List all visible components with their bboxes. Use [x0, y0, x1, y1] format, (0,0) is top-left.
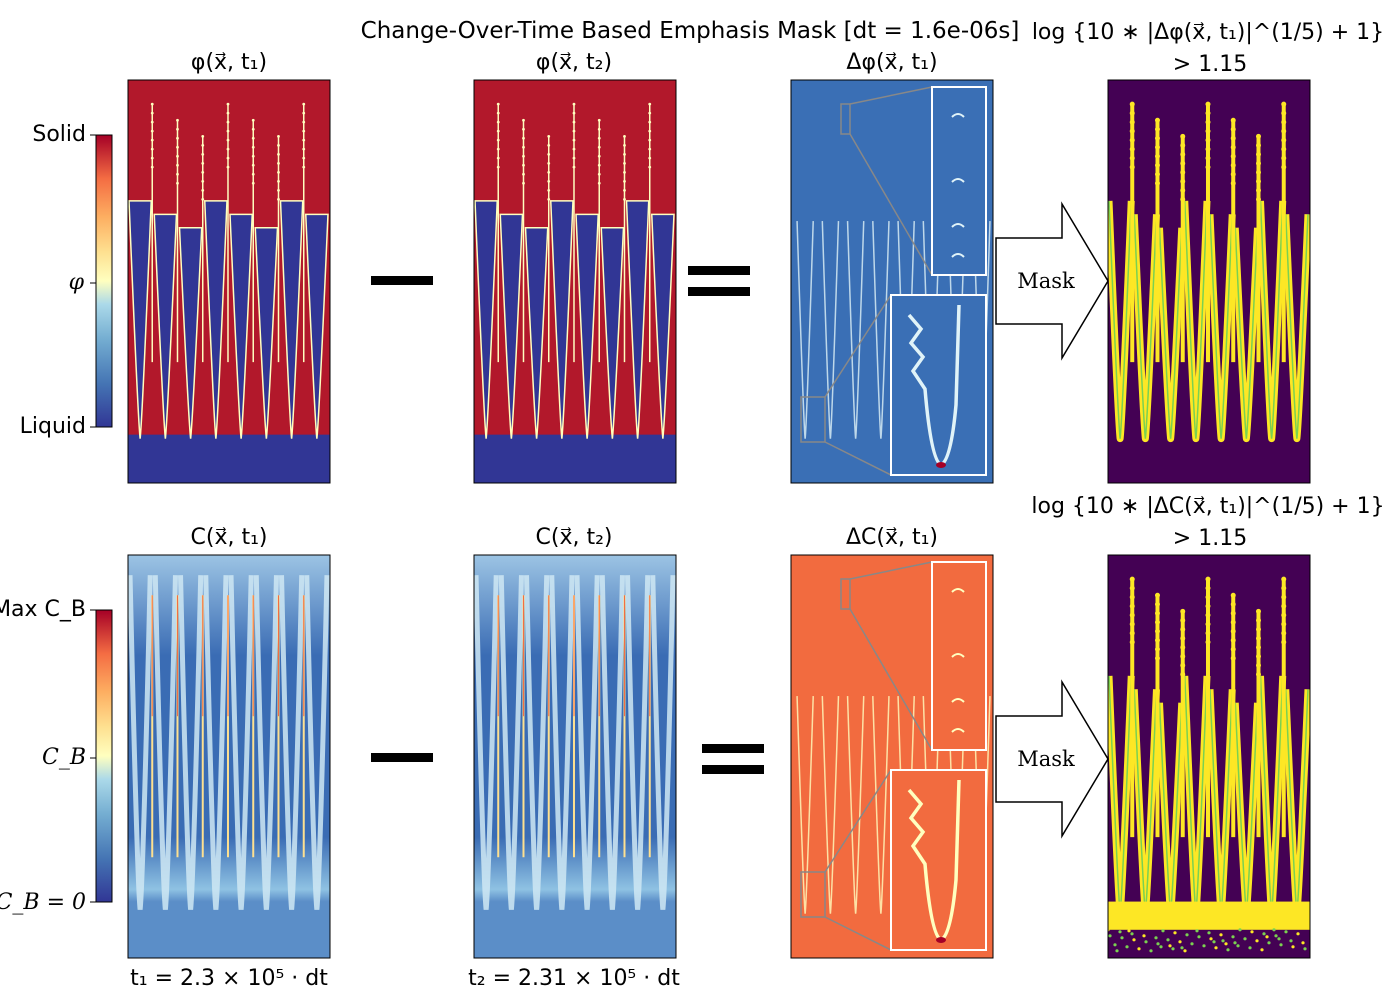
panel-phi-t1: [128, 80, 330, 483]
frame-delta-c: [790, 554, 994, 959]
minus-operator-row1: [371, 276, 433, 285]
panel-title-mask-c-line1: log {10 ∗ |ΔC(x⃗, t₁)|^(1/5) + 1}: [1031, 494, 1382, 519]
panel-mask-phi: [1108, 80, 1310, 483]
colorbar-phi-mid-label: φ: [68, 270, 84, 295]
mask-arrow-label-row2: Mask: [1017, 747, 1075, 771]
colorbar-phi-bottom-label: Liquid: [19, 414, 86, 439]
colorbar-phi-top-label: Solid: [32, 122, 86, 147]
time-label-t1: t₁ = 2.3 × 10⁵ · dt: [130, 966, 328, 991]
panel-phi-t2: [474, 80, 676, 483]
equals-operator-row2-bottom: [702, 765, 764, 774]
colorbar-c: [95, 609, 113, 903]
frame-delta-phi: [790, 79, 994, 484]
colorbar-c-bottom-label: C_B = 0: [0, 890, 86, 915]
panel-title-mask-phi-line1: log {10 ∗ |Δφ(x⃗, t₁)|^(1/5) + 1}: [1031, 20, 1382, 45]
panel-title-dphi: Δφ(x⃗, t₁): [846, 50, 938, 75]
frame-mask-c: [1107, 554, 1311, 959]
colorbar-phi: [95, 134, 113, 428]
mask-arrow-label-row1: Mask: [1017, 269, 1075, 293]
panel-title-c-t2: C(x⃗, t₂): [535, 525, 613, 550]
colorbar-c-top-label: Max C_B: [0, 597, 86, 622]
panel-title-phi-t1: φ(x⃗, t₁): [190, 50, 268, 75]
frame-c-t1: [127, 554, 331, 959]
frame-phi-t1: [127, 79, 331, 484]
panel-title-phi-t2: φ(x⃗, t₂): [535, 50, 613, 75]
figure-title: Change-Over-Time Based Emphasis Mask [dt…: [360, 18, 1020, 44]
panel-delta-phi: [791, 80, 993, 483]
frame-c-t2: [473, 554, 677, 959]
equals-operator-row1-bottom: [688, 287, 750, 296]
panel-title-mask-c-line2: > 1.15: [1172, 526, 1248, 551]
panel-c-t2: [474, 555, 676, 958]
panel-title-mask-phi-line2: > 1.15: [1172, 52, 1248, 77]
minus-operator-row2: [371, 753, 433, 762]
time-label-t2: t₂ = 2.31 × 10⁵ · dt: [468, 966, 680, 991]
equals-operator-row1-top: [688, 266, 750, 275]
panel-title-c-t1: C(x⃗, t₁): [190, 525, 268, 550]
frame-phi-t2: [473, 79, 677, 484]
mask-arrow-row2: [995, 679, 1109, 839]
panel-delta-c: [791, 555, 993, 958]
panel-title-dc: ΔC(x⃗, t₁): [845, 525, 939, 550]
panel-c-t1: [128, 555, 330, 958]
colorbar-c-mid-label: C_B: [42, 745, 86, 770]
mask-arrow-row1: [995, 201, 1109, 361]
panel-mask-c: [1108, 555, 1310, 958]
equals-operator-row2-top: [702, 744, 764, 753]
